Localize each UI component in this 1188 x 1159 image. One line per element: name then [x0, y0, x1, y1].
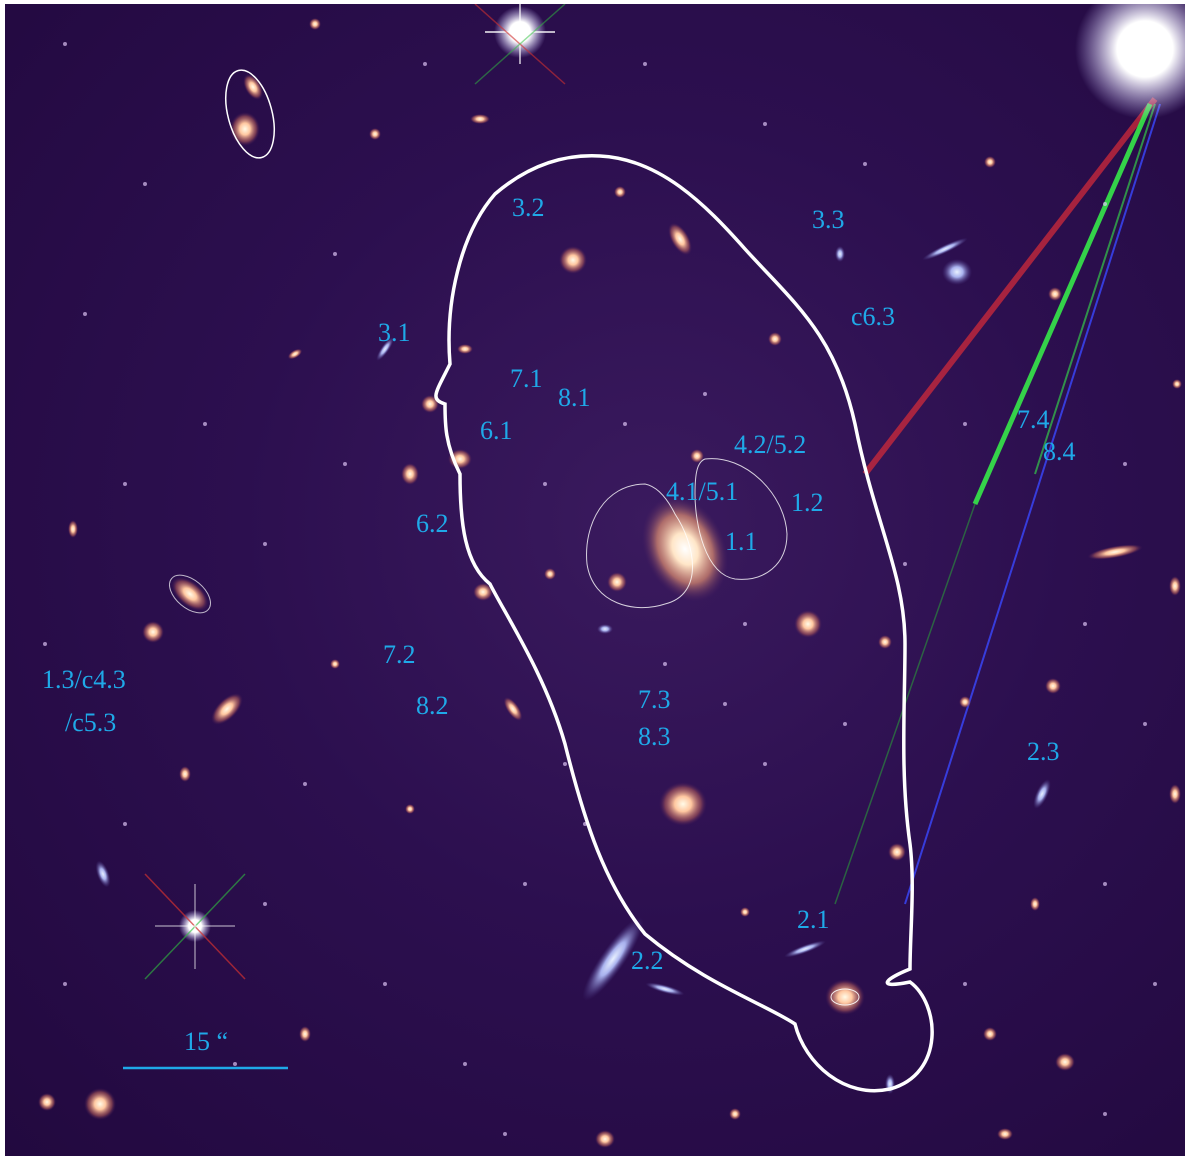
label-6-1: 6.1	[480, 416, 513, 445]
label-7-1: 7.1	[510, 364, 543, 393]
label-2-2: 2.2	[631, 946, 664, 975]
label-1-3-c4-3: 1.3/c4.3	[42, 665, 126, 694]
label-3-3: 3.3	[812, 205, 845, 234]
critical-curve	[169, 69, 934, 1093]
label-7-4: 7.4	[1017, 405, 1050, 434]
label-8-1: 8.1	[558, 383, 591, 412]
label-1-1: 1.1	[725, 527, 758, 556]
star-spikes	[834, 97, 1161, 905]
faint-sources	[43, 42, 1157, 1136]
label-2-1: 2.1	[797, 905, 830, 934]
label-3-2: 3.2	[512, 193, 545, 222]
cluster-galaxies	[38, 18, 1182, 1148]
label-c6-3: c6.3	[851, 302, 896, 331]
lensed-arcs	[95, 237, 1051, 1094]
label-2-3: 2.3	[1027, 737, 1060, 766]
label-4-2-5-2: 4.2/5.2	[734, 430, 807, 459]
label-8-4: 8.4	[1043, 437, 1076, 466]
label-3-1: 3.1	[378, 318, 411, 347]
sky-field	[38, 4, 1185, 1148]
cluster-image: 3.2 3.3 c6.3 3.1 7.1 8.1 6.1 4.2/5.2 7.4…	[5, 4, 1185, 1156]
label-c5-3: /c5.3	[65, 708, 117, 737]
label-7-3: 7.3	[638, 685, 671, 714]
label-8-3: 8.3	[638, 722, 671, 751]
label-6-2: 6.2	[416, 509, 449, 538]
scale-bar-label: 15 “	[184, 1027, 229, 1056]
label-8-2: 8.2	[416, 691, 449, 720]
label-1-2: 1.2	[791, 488, 824, 517]
label-4-1-5-1: 4.1/5.1	[666, 477, 739, 506]
label-7-2: 7.2	[383, 640, 416, 669]
bright-stars	[144, 4, 1185, 980]
